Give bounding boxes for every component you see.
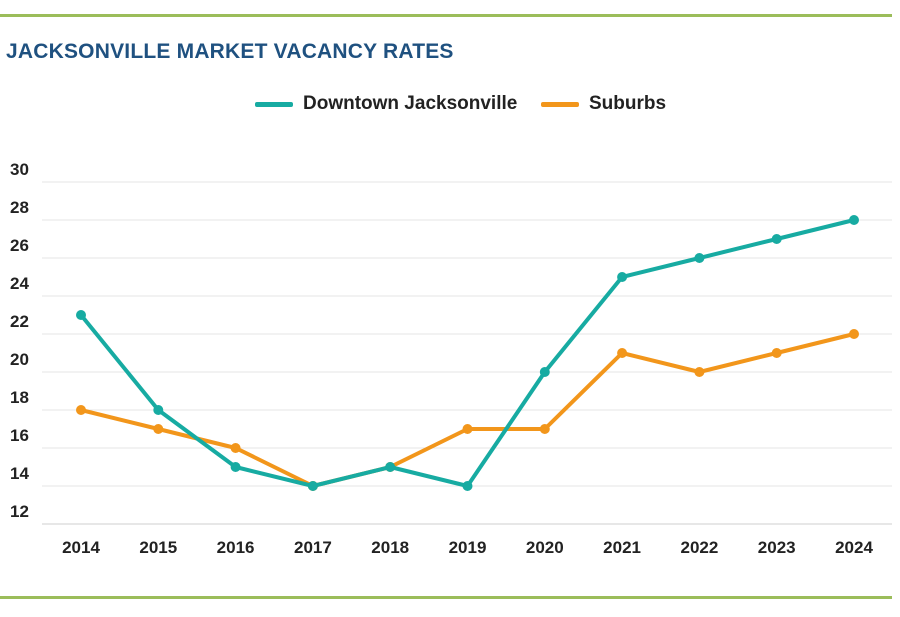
data-point xyxy=(694,367,705,377)
data-point xyxy=(76,310,86,320)
bottom-divider xyxy=(0,596,892,599)
y-tick-label: 24 xyxy=(10,274,29,293)
data-point xyxy=(771,348,782,358)
x-tick-label: 2020 xyxy=(526,538,564,557)
x-tick-label: 2017 xyxy=(294,538,332,557)
x-tick-label: 2021 xyxy=(603,538,641,557)
data-point xyxy=(76,405,86,415)
series-lines xyxy=(76,215,859,491)
x-tick-label: 2016 xyxy=(217,538,255,557)
legend: Downtown Jacksonville Suburbs xyxy=(0,93,900,119)
legend-label-downtown: Downtown Jacksonville xyxy=(303,93,518,114)
legend-label-suburbs: Suburbs xyxy=(589,93,667,114)
top-divider xyxy=(0,14,892,17)
data-point xyxy=(849,329,859,339)
data-point xyxy=(385,462,396,472)
grid-lines xyxy=(42,181,892,525)
legend-item-downtown: Downtown Jacksonville xyxy=(255,93,517,115)
data-point xyxy=(539,367,550,377)
data-point xyxy=(462,424,473,434)
data-point xyxy=(539,424,550,434)
data-point xyxy=(694,253,705,263)
y-tick-label: 28 xyxy=(10,198,29,217)
data-point xyxy=(153,424,164,434)
data-point xyxy=(617,272,628,282)
data-point xyxy=(307,481,318,491)
y-axis-ticks: 12 14 16 18 20 22 24 26 28 30 xyxy=(10,160,29,521)
data-point xyxy=(153,405,164,415)
y-tick-label: 14 xyxy=(10,464,29,483)
data-point xyxy=(617,348,628,358)
x-tick-label: 2023 xyxy=(758,538,796,557)
y-tick-label: 22 xyxy=(10,312,29,331)
y-tick-label: 26 xyxy=(10,236,29,255)
data-point xyxy=(462,481,473,491)
y-tick-label: 30 xyxy=(10,160,29,179)
data-point xyxy=(849,215,859,225)
y-tick-label: 12 xyxy=(10,502,29,521)
x-tick-label: 2024 xyxy=(835,538,873,557)
series-downtown xyxy=(76,215,859,491)
x-axis-ticks: 2014 2015 2016 2017 2018 2019 2020 2021 2022 2023… xyxy=(62,538,873,557)
chart-title: JACKSONVILLE MARKET VACANCY RATES xyxy=(6,40,454,63)
data-point xyxy=(230,462,241,472)
data-point xyxy=(230,443,241,453)
y-tick-label: 16 xyxy=(10,426,29,445)
data-point xyxy=(771,234,782,244)
legend-swatch-downtown xyxy=(255,101,293,107)
legend-swatch-suburbs xyxy=(541,101,579,107)
y-tick-label: 20 xyxy=(10,350,29,369)
legend-item-suburbs: Suburbs xyxy=(541,93,666,115)
x-tick-label: 2015 xyxy=(139,538,177,557)
x-tick-label: 2018 xyxy=(371,538,409,557)
x-tick-label: 2022 xyxy=(680,538,718,557)
y-tick-label: 18 xyxy=(10,388,29,407)
x-tick-label: 2014 xyxy=(62,538,100,557)
series-line xyxy=(79,218,856,488)
x-tick-label: 2019 xyxy=(449,538,487,557)
